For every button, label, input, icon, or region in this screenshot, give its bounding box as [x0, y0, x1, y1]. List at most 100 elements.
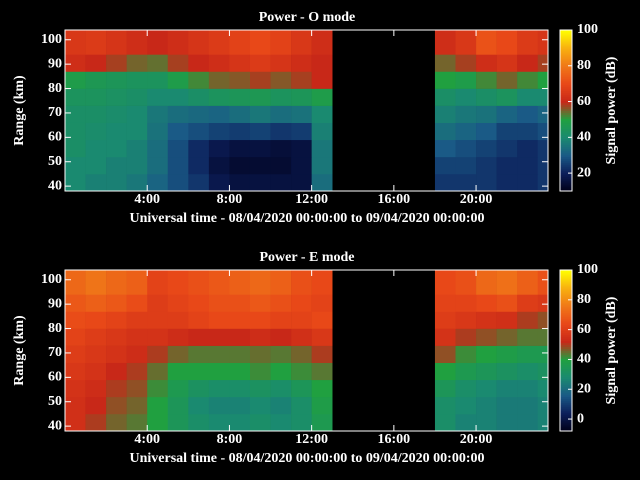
- heatmap-cell: [476, 173, 497, 192]
- heatmap-cell: [208, 139, 230, 158]
- colorbar-segment: [560, 392, 572, 396]
- colorbar-segment: [560, 424, 572, 428]
- heatmap-cell: [455, 362, 477, 381]
- heatmap-cell: [455, 105, 477, 123]
- colorbar-segment: [560, 290, 572, 293]
- colorbar-segment: [560, 156, 572, 160]
- heatmap-cell: [65, 30, 86, 55]
- heatmap-cell: [65, 105, 86, 123]
- heatmap-cell: [229, 156, 251, 175]
- heatmap-cell: [311, 362, 333, 381]
- colorbar-segment: [560, 398, 572, 402]
- heatmap-cell: [291, 270, 312, 295]
- y-tick-label: 50: [48, 394, 62, 409]
- heatmap-cell: [65, 294, 86, 312]
- heatmap-cell: [249, 362, 271, 381]
- heatmap-cell: [65, 139, 86, 158]
- colorbar-segment: [560, 58, 572, 61]
- heatmap-cell: [85, 362, 107, 381]
- colorbar-segment: [560, 364, 572, 368]
- colorbar-segment: [560, 350, 572, 354]
- heatmap-cell: [208, 328, 230, 346]
- colorbar-segment: [560, 128, 572, 132]
- colorbar-tick-label: 20: [577, 165, 591, 180]
- heatmap-cell: [517, 311, 539, 329]
- heatmap-cell: [208, 71, 230, 89]
- colorbar-segment: [560, 168, 572, 172]
- heatmap-cell: [270, 328, 292, 346]
- heatmap-cell: [249, 88, 271, 106]
- heatmap-cell: [517, 173, 539, 192]
- colorbar-segment: [560, 162, 572, 166]
- heatmap-cell: [188, 379, 210, 398]
- colorbar-segment: [560, 296, 572, 299]
- colorbar-segment: [560, 174, 572, 178]
- heatmap-cell: [85, 88, 107, 106]
- heatmap-cell: [270, 396, 292, 415]
- heatmap-cell: [229, 413, 251, 432]
- heatmap-cell: [434, 311, 456, 329]
- heatmap-cell: [434, 328, 456, 346]
- heatmap-cell: [517, 413, 539, 432]
- colorbar-segment: [560, 94, 572, 97]
- heatmap-cell: [208, 54, 230, 72]
- heatmap-cell: [229, 122, 251, 141]
- heatmap-cell: [229, 173, 251, 192]
- heatmap-cell: [167, 379, 189, 398]
- heatmap-cell: [476, 311, 497, 329]
- heatmap-cell: [208, 379, 230, 398]
- heatmap-cell: [496, 270, 518, 295]
- colorbar-segment: [560, 78, 572, 81]
- heatmap-cell: [147, 88, 169, 106]
- heatmap-cell: [455, 294, 477, 312]
- heatmap-cell: [537, 294, 549, 312]
- colorbar-segment: [560, 68, 572, 71]
- colorbar-segment: [560, 320, 572, 323]
- colorbar-tick-label: 60: [577, 322, 591, 337]
- colorbar-segment: [560, 150, 572, 154]
- colorbar-segment: [560, 146, 572, 150]
- heatmap-cell: [65, 173, 86, 192]
- heatmap-cell: [208, 362, 230, 381]
- y-tick-label: 90: [48, 296, 62, 311]
- colorbar-segment: [560, 82, 572, 85]
- heatmap-cell: [476, 345, 497, 363]
- colorbar-segment: [560, 304, 572, 307]
- heatmap-cell: [476, 294, 497, 312]
- heatmap-cell: [537, 71, 549, 89]
- heatmap-cell: [291, 105, 312, 123]
- heatmap-cell: [229, 345, 251, 363]
- heatmap-cell: [147, 379, 169, 398]
- heatmap-cell: [106, 328, 127, 346]
- heatmap-cell: [65, 122, 86, 141]
- colorbar-segment: [560, 106, 572, 109]
- heatmap-cell: [188, 362, 210, 381]
- colorbar-segment: [560, 306, 572, 309]
- heatmap-cell: [167, 156, 189, 175]
- heatmap-cell: [434, 396, 456, 415]
- heatmap-cell: [229, 88, 251, 106]
- heatmap-cell: [126, 311, 148, 329]
- heatmap-cell: [85, 105, 107, 123]
- x-tick-label: 16:00: [378, 432, 411, 447]
- heatmap-cell: [455, 71, 477, 89]
- colorbar-segment: [560, 342, 572, 345]
- colorbar-segment: [560, 308, 572, 311]
- colorbar-segment: [560, 152, 572, 156]
- heatmap-cell: [126, 362, 148, 381]
- heatmap-cell: [147, 328, 169, 346]
- colorbar-segment: [560, 362, 572, 366]
- heatmap-cell: [147, 294, 169, 312]
- colorbar-segment: [560, 278, 572, 281]
- heatmap-cell: [65, 345, 86, 363]
- colorbar-segment: [560, 310, 572, 313]
- colorbar-segment: [560, 112, 572, 116]
- heatmap-cell: [188, 413, 210, 432]
- colorbar-segment: [560, 314, 572, 317]
- colorbar-segment: [560, 318, 572, 321]
- heatmap-cell: [208, 105, 230, 123]
- heatmap-cell: [455, 328, 477, 346]
- heatmap-cell: [85, 345, 107, 363]
- heatmap-cell: [249, 139, 271, 158]
- colorbar-segment: [560, 184, 572, 188]
